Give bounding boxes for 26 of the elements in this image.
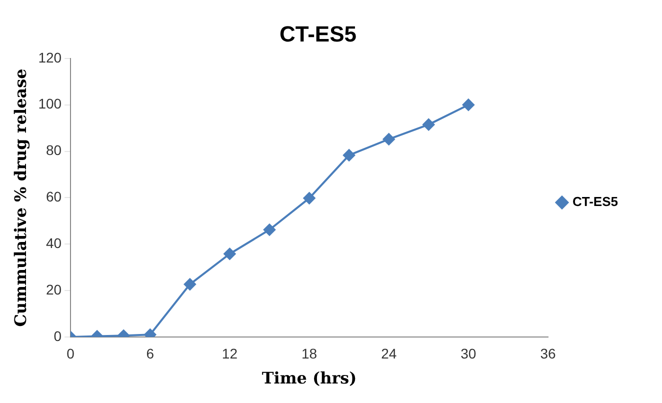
x-tick-label: 30 (460, 345, 476, 362)
point (184, 278, 196, 290)
y-tick-label: 120 (38, 49, 62, 66)
y-tick-label: 80 (46, 142, 62, 158)
point (303, 192, 316, 204)
y-tick-label: 60 (46, 188, 62, 205)
chart-title: CT-ES5 (279, 21, 357, 46)
y-tick-label: 0 (54, 328, 62, 344)
x-tick-label: 18 (301, 345, 318, 362)
legend-label: CT-ES5 (572, 194, 618, 210)
point (462, 98, 474, 111)
point (422, 118, 435, 131)
y-axis-title: Cummulative % drug release (10, 68, 30, 327)
point (343, 149, 356, 162)
y-tick-label: 100 (38, 96, 62, 112)
x-tick-label: 6 (146, 345, 154, 362)
x-tick-label: 36 (540, 345, 556, 362)
x-tick-label: 24 (381, 345, 397, 362)
point (224, 248, 236, 260)
x-tick-label: 12 (222, 345, 238, 362)
y-tick-label: 20 (46, 281, 62, 298)
point (382, 133, 395, 146)
point (263, 224, 276, 236)
x-axis-title: Time (hrs) (262, 368, 357, 388)
y-tick-label: 40 (46, 234, 62, 251)
x-tick-label: 0 (66, 345, 75, 362)
